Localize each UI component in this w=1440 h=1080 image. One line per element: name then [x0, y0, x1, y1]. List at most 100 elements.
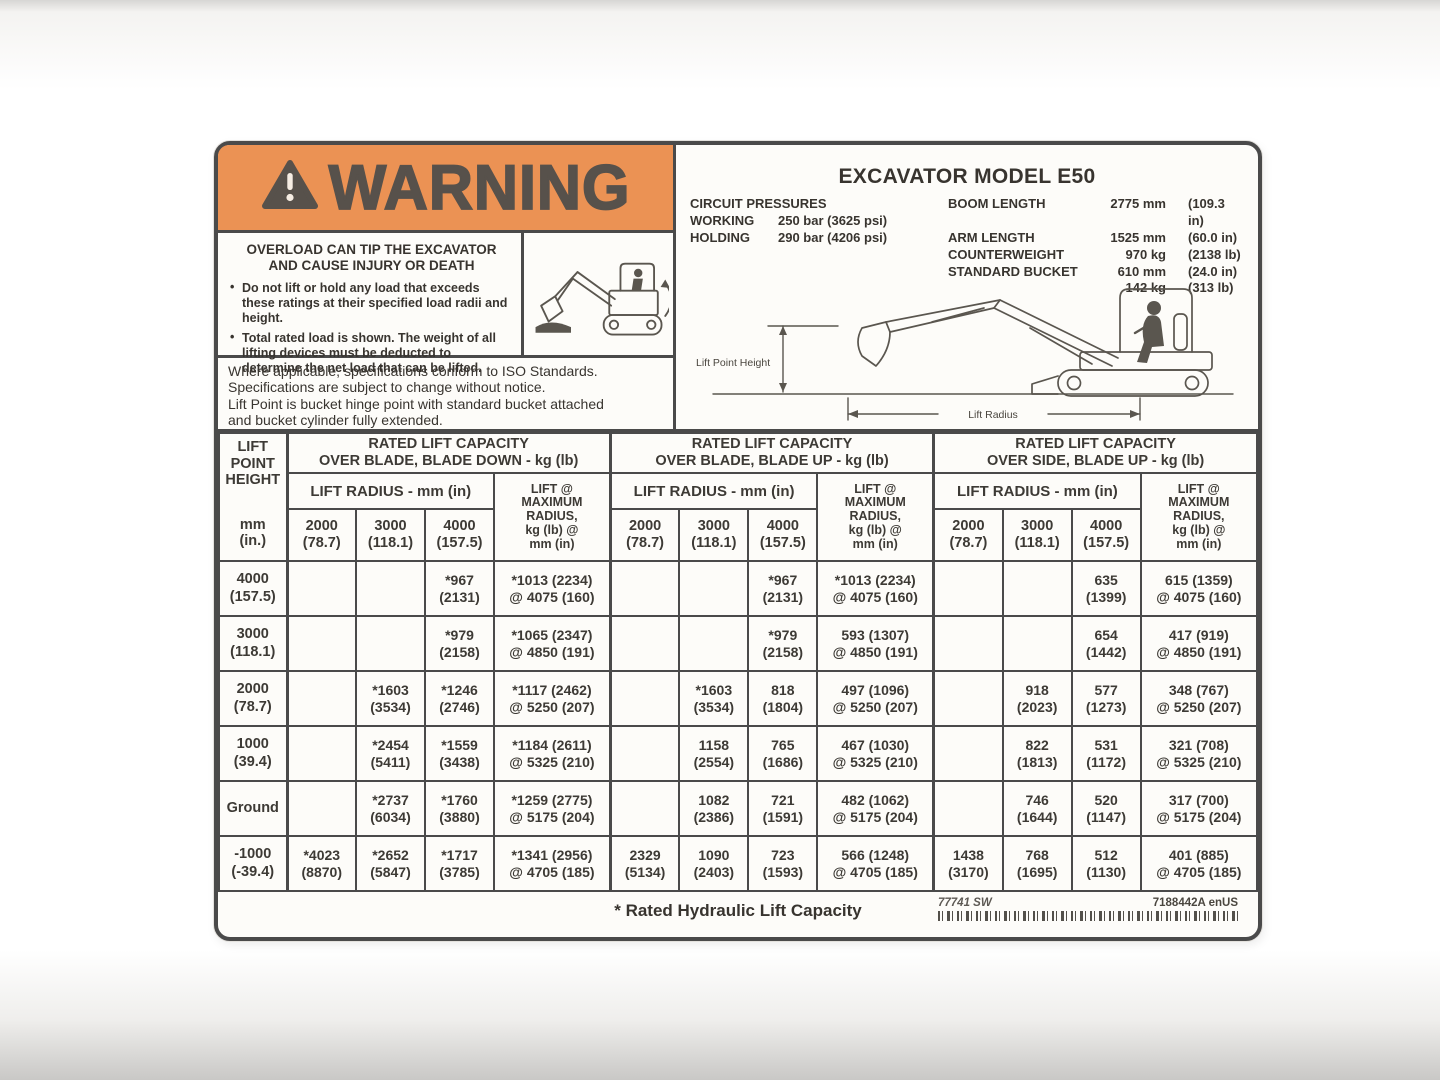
max-radius-cell: *1013 (2234) @ 4075 (160) [816, 560, 935, 617]
spec-imperial: (2138 lb) [1188, 246, 1241, 262]
capacity-cell: 1438 (3170) [932, 835, 1004, 892]
max-radius-cell: 401 (885) @ 4705 (185) [1139, 835, 1259, 892]
max-radius-cell: 317 (700) @ 5175 (204) [1139, 780, 1259, 837]
capacity-row: -1000 (-39.4) *4023 (8870) *2652 (5847) *17… [218, 835, 1259, 892]
capacity-cell: 721 (1591) [747, 780, 819, 837]
capacity-cell [678, 560, 750, 617]
spec-metric: 970 kg [1125, 246, 1166, 262]
spec-label: COUNTERWEIGHT [948, 246, 1065, 262]
tipping-excavator-icon [521, 233, 673, 355]
circuit-value: 290 bar (4206 psi) [778, 229, 888, 245]
capacity-cell: 746 (1644) [1001, 780, 1073, 837]
warning-body: OVERLOAD CAN TIP THE EXCAVATOR AND CAUSE… [218, 233, 673, 375]
lift-point-height-cell: 3000 (118.1) [218, 615, 288, 672]
capacity-cell: 512 (1130) [1070, 835, 1142, 892]
spec-row: STANDARD BUCKET 610 mm (24.0 in) [948, 264, 1242, 281]
radius-header: LIFT RADIUS - mm (in) [608, 472, 819, 510]
capacity-row: Ground *2737 (6034) *1760 (3880) *1259 (277… [218, 780, 1259, 837]
model-specs: CIRCUIT PRESSURES WORKING 250 bar (3625 … [676, 189, 1258, 297]
capacity-cell: 635 (1399) [1070, 560, 1142, 617]
warning-column: WARNING OVERLOAD CAN TIP THE EXCAVATOR A… [218, 145, 676, 429]
corner-units: mm (in.) [239, 516, 267, 550]
spec-imperial: (109.3 in) [1188, 196, 1225, 228]
max-radius-header: LIFT @ MAXIMUM RADIUS, kg (lb) @ mm (in) [1139, 472, 1259, 562]
warning-heading: OVERLOAD CAN TIP THE EXCAVATOR AND CAUSE… [246, 242, 497, 273]
capacity-cell [285, 560, 357, 617]
capacity-cell [608, 780, 681, 837]
capacity-cell: 654 (1442) [1070, 615, 1142, 672]
radius-col-header: 2000 (78.7) [608, 508, 681, 562]
capacity-cell [285, 615, 357, 672]
capacity-cell: *1603 (3534) [355, 670, 426, 727]
spec-label: BOOM LENGTH [948, 196, 1046, 211]
capacity-cell [285, 780, 357, 837]
max-radius-cell: 321 (708) @ 5325 (210) [1139, 725, 1259, 782]
circuit-label: HOLDING [690, 229, 750, 245]
lift-point-height-cell: 2000 (78.7) [218, 670, 288, 727]
capacity-cell [608, 670, 681, 727]
spec-metric: 142 kg [1125, 280, 1166, 296]
capacity-cell: *1246 (2746) [424, 670, 495, 727]
spec-label: STANDARD BUCKET [948, 263, 1078, 279]
capacity-cell [608, 560, 681, 617]
capacity-cell: 723 (1593) [747, 835, 819, 892]
spec-row: BOOM LENGTH 2775 mm (109.3 in) [948, 196, 1242, 230]
lift-point-height-header: LIFT POINT HEIGHT mm (in.) [218, 432, 288, 562]
lift-point-height-cell: Ground [218, 780, 288, 837]
capacity-cell: *4023 (8870) [285, 835, 357, 892]
max-radius-cell: 482 (1062) @ 5175 (204) [816, 780, 935, 837]
capacity-cell: 1090 (2403) [678, 835, 750, 892]
warning-banner-text: WARNING [328, 151, 631, 223]
max-radius-cell: *1013 (2234) @ 4075 (160) [492, 560, 612, 617]
capacity-cell [932, 560, 1004, 617]
group-header-blade-down: RATED LIFT CAPACITY OVER BLADE, BLADE DO… [285, 432, 612, 474]
spec-label: ARM LENGTH [948, 229, 1035, 245]
capacity-row: 2000 (78.7) *1603 (3534) *1246 (2746) *1117… [218, 670, 1259, 727]
capacity-cell: 768 (1695) [1001, 835, 1073, 892]
capacity-cell: *2454 (5411) [355, 725, 426, 782]
spec-metric: 1525 mm [1110, 229, 1166, 245]
lift-capacity-table: LIFT POINT HEIGHT mm (in.) RATED LIFT CA… [218, 432, 1259, 892]
spec-imperial: (24.0 in) [1188, 263, 1238, 279]
max-radius-header: LIFT @ MAXIMUM RADIUS, kg (lb) @ mm (in) [492, 472, 612, 562]
max-radius-cell: *1341 (2956) @ 4705 (185) [492, 835, 612, 892]
lift-radius-label: Lift Radius [968, 409, 1018, 421]
dimension-specs-block: BOOM LENGTH 2775 mm (109.3 in) ARM LENGT… [948, 196, 1242, 297]
model-column: EXCAVATOR MODEL E50 CIRCUIT PRESSURES WO… [676, 145, 1258, 429]
capacity-cell: *1559 (3438) [424, 725, 495, 782]
warning-bullet-list: Do not lift or hold any load that exceed… [230, 280, 513, 376]
capacity-cell [355, 560, 426, 617]
capacity-cell [285, 725, 357, 782]
capacity-row: 1000 (39.4) *2454 (5411) *1559 (3438) *1184… [218, 725, 1259, 782]
lift-point-height-cell: 4000 (157.5) [218, 560, 288, 617]
capacity-cell: 577 (1273) [1070, 670, 1142, 727]
spec-row: COUNTERWEIGHT 970 kg (2138 lb) [948, 247, 1242, 264]
capacity-row: 4000 (157.5) *967 (2131) *1013 (2234) @ 40… [218, 560, 1259, 617]
capacity-cell: *2737 (6034) [355, 780, 426, 837]
max-radius-cell: 497 (1096) @ 5250 (207) [816, 670, 935, 727]
max-radius-header: LIFT @ MAXIMUM RADIUS, kg (lb) @ mm (in) [816, 472, 935, 562]
capacity-cell: *1760 (3880) [424, 780, 495, 837]
max-radius-cell: 348 (767) @ 5250 (207) [1139, 670, 1259, 727]
capacity-cell [678, 615, 750, 672]
max-radius-cell: *1117 (2462) @ 5250 (207) [492, 670, 612, 727]
warning-banner: WARNING [218, 145, 673, 233]
capacity-cell: 2329 (5134) [608, 835, 681, 892]
radius-col-header: 2000 (78.7) [932, 508, 1004, 562]
capacity-cell [1001, 560, 1073, 617]
capacity-cell [608, 725, 681, 782]
radius-col-header: 3000 (118.1) [678, 508, 750, 562]
spec-metric: 610 mm [1117, 263, 1166, 279]
capacity-cell [932, 670, 1004, 727]
top-section: WARNING OVERLOAD CAN TIP THE EXCAVATOR A… [218, 145, 1258, 432]
warning-triangle-icon [261, 159, 319, 216]
part-number-left: 77741 SW [938, 897, 992, 909]
max-radius-cell: 417 (919) @ 4850 (191) [1139, 615, 1259, 672]
capacity-cell: *979 (2158) [424, 615, 495, 672]
radius-col-header: 4000 (157.5) [747, 508, 819, 562]
capacity-cell: *979 (2158) [747, 615, 819, 672]
circuit-pressures-heading: CIRCUIT PRESSURES [690, 196, 827, 211]
max-radius-cell: *1184 (2611) @ 5325 (210) [492, 725, 612, 782]
part-codes: 77741 SW 7188442A enUS [938, 897, 1238, 921]
